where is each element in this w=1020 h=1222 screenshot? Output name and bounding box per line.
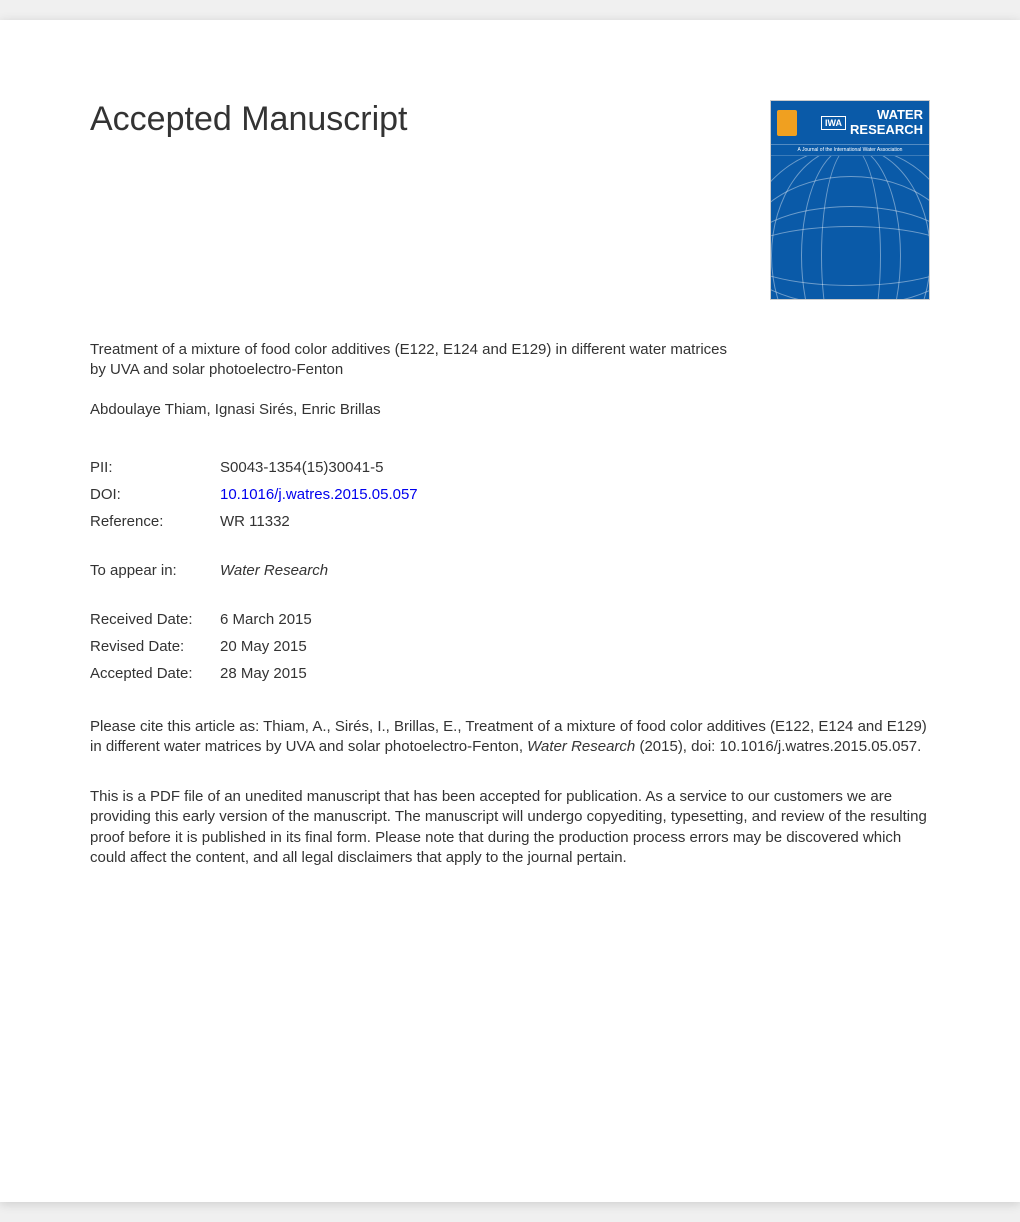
table-row: DOI: 10.1016/j.watres.2015.05.057 bbox=[90, 481, 418, 508]
iwa-badge: IWA bbox=[821, 116, 846, 130]
cover-globe-art bbox=[771, 156, 929, 299]
accepted-label: Accepted Date: bbox=[90, 660, 220, 687]
cover-title: WATER RESEARCH bbox=[850, 108, 923, 137]
appear-label: To appear in: bbox=[90, 557, 220, 584]
pii-value: S0043-1354(15)30041-5 bbox=[220, 454, 418, 481]
appear-value: Water Research bbox=[220, 562, 328, 579]
cover-title-line1: WATER bbox=[877, 107, 923, 122]
accepted-value: 28 May 2015 bbox=[220, 660, 312, 687]
journal-cover: IWA WATER RESEARCH A Journal of the Inte… bbox=[770, 100, 930, 300]
revised-label: Revised Date: bbox=[90, 633, 220, 660]
pii-label: PII: bbox=[90, 454, 220, 481]
article-authors: Abdoulaye Thiam, Ignasi Sirés, Enric Bri… bbox=[90, 401, 930, 418]
cover-title-line2: RESEARCH bbox=[850, 122, 923, 137]
revised-value: 20 May 2015 bbox=[220, 633, 312, 660]
meta-table-1: PII: S0043-1354(15)30041-5 DOI: 10.1016/… bbox=[90, 454, 418, 535]
table-row: To appear in: Water Research bbox=[90, 557, 328, 584]
table-row: Accepted Date: 28 May 2015 bbox=[90, 660, 312, 687]
meta-table-2: To appear in: Water Research bbox=[90, 557, 328, 584]
table-row: Reference: WR 11332 bbox=[90, 508, 418, 535]
cover-subtitle: A Journal of the International Water Ass… bbox=[771, 145, 929, 156]
doi-label: DOI: bbox=[90, 481, 220, 508]
doi-link[interactable]: 10.1016/j.watres.2015.05.057 bbox=[220, 486, 418, 503]
disclaimer-text: This is a PDF file of an unedited manusc… bbox=[90, 787, 930, 868]
reference-label: Reference: bbox=[90, 508, 220, 535]
received-value: 6 March 2015 bbox=[220, 606, 312, 633]
reference-value: WR 11332 bbox=[220, 508, 418, 535]
citation-text: Please cite this article as: Thiam, A., … bbox=[90, 717, 930, 758]
page-heading: Accepted Manuscript bbox=[90, 100, 408, 139]
header-row: Accepted Manuscript IWA WATER RESEARCH A… bbox=[90, 100, 930, 300]
citation-journal: Water Research bbox=[527, 738, 635, 755]
received-label: Received Date: bbox=[90, 606, 220, 633]
article-title: Treatment of a mixture of food color add… bbox=[90, 340, 730, 381]
manuscript-page: Accepted Manuscript IWA WATER RESEARCH A… bbox=[0, 20, 1020, 1202]
publisher-logo-icon bbox=[777, 110, 797, 136]
table-row: Received Date: 6 March 2015 bbox=[90, 606, 312, 633]
citation-suffix: (2015), doi: 10.1016/j.watres.2015.05.05… bbox=[635, 738, 921, 755]
table-row: PII: S0043-1354(15)30041-5 bbox=[90, 454, 418, 481]
cover-top-bar: IWA WATER RESEARCH bbox=[771, 101, 929, 145]
table-row: Revised Date: 20 May 2015 bbox=[90, 633, 312, 660]
meta-table-3: Received Date: 6 March 2015 Revised Date… bbox=[90, 606, 312, 687]
